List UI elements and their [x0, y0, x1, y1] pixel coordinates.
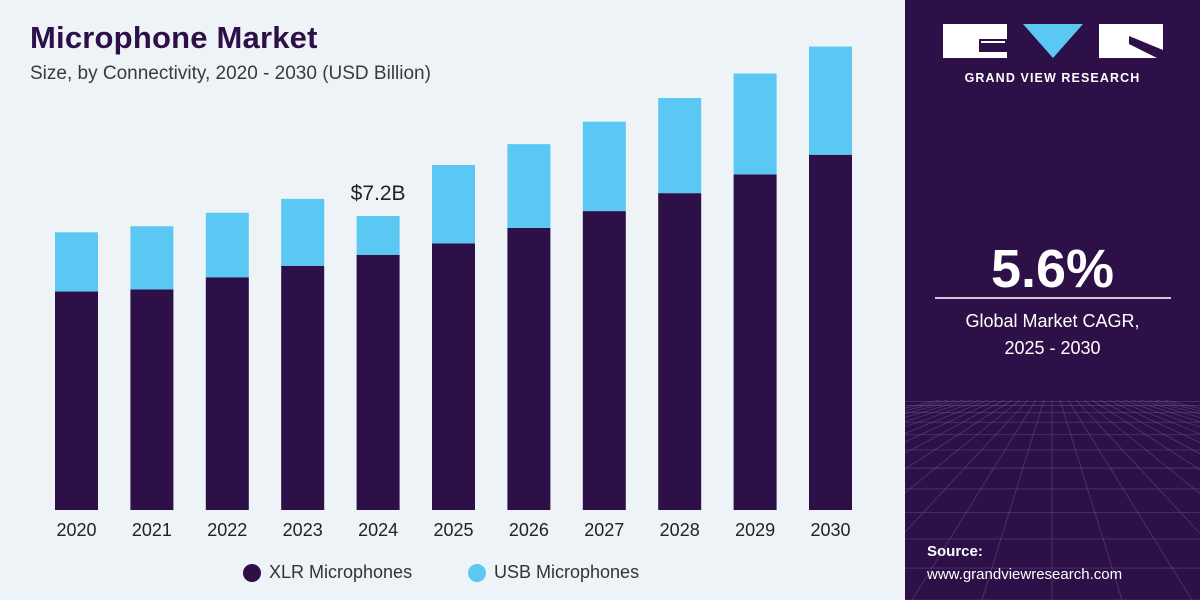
- bar-usb-2024: [356, 216, 400, 255]
- bar-usb-2028: [658, 97, 702, 194]
- chart-title: Microphone Market: [30, 20, 318, 55]
- x-tick-label: 2024: [358, 520, 398, 540]
- legend-label-usb: USB Microphones: [494, 562, 640, 582]
- legend-swatch-xlr: [243, 563, 261, 582]
- x-tick-label: 2027: [584, 520, 624, 540]
- x-tick-label: 2022: [207, 520, 247, 540]
- summary-panel: GRAND VIEW RESEARCH 5.6% Global Market C…: [905, 0, 1200, 600]
- x-tick-label: 2030: [810, 520, 850, 540]
- bar-xlr-2021: [130, 289, 174, 510]
- bar-usb-2025: [432, 164, 475, 244]
- cagr-label: Global Market CAGR, 2025 - 2030: [925, 308, 1180, 362]
- bar-xlr-2029: [733, 174, 777, 510]
- chart-subtitle: Size, by Connectivity, 2020 - 2030 (USD …: [30, 63, 431, 84]
- bar-xlr-2022: [205, 277, 249, 510]
- grand-view-research-logo: [943, 24, 1163, 58]
- perspective-grid-decoration: [905, 399, 1200, 600]
- chart-legend: XLR Microphones USB Microphones: [0, 562, 905, 590]
- divider: [935, 297, 1171, 299]
- bar-usb-2021: [130, 226, 174, 290]
- bar-usb-2027: [582, 121, 626, 212]
- source-link[interactable]: www.grandviewresearch.com: [927, 566, 1123, 583]
- bar-usb-2022: [205, 212, 249, 278]
- bar-xlr-2024: [356, 254, 400, 510]
- bar-usb-2023: [281, 198, 325, 266]
- bar-usb-2020: [55, 232, 98, 292]
- chart-panel: Microphone Market Size, by Connectivity,…: [0, 0, 905, 600]
- bar-xlr-2026: [507, 227, 551, 510]
- legend-item-usb: USB Microphones: [468, 562, 639, 583]
- bar-xlr-2027: [582, 211, 626, 510]
- x-tick-label: 2025: [433, 520, 473, 540]
- x-tick-label: 2021: [132, 520, 172, 540]
- x-tick-label: 2020: [56, 520, 96, 540]
- bar-usb-2029: [733, 73, 777, 175]
- x-tick-label: 2026: [509, 520, 549, 540]
- legend-label-xlr: XLR Microphones: [269, 562, 413, 582]
- bar-usb-2026: [507, 144, 551, 228]
- bar-xlr-2028: [658, 193, 702, 510]
- legend-swatch-usb: [468, 563, 486, 582]
- cagr-label-line1: Global Market CAGR,: [965, 311, 1140, 331]
- bar-xlr-2030: [809, 154, 852, 510]
- bar-xlr-2025: [432, 243, 475, 510]
- source-label: Source:: [927, 543, 983, 560]
- data-label-2024: $7.2B: [351, 182, 406, 205]
- stacked-bar-chart: 2020 2021 2022 2023 2024 2025 2026 2027 2028 2029…: [55, 46, 852, 540]
- bar-xlr-2023: [281, 265, 325, 510]
- legend-item-xlr: XLR Microphones: [243, 562, 412, 583]
- brand-name: GRAND VIEW RESEARCH: [964, 71, 1141, 85]
- bar-usb-2030: [809, 46, 852, 155]
- cagr-label-line2: 2025 - 2030: [1004, 338, 1101, 358]
- bar-xlr-2020: [55, 291, 98, 510]
- x-tick-label: 2028: [660, 520, 700, 540]
- x-tick-label: 2029: [735, 520, 775, 540]
- x-tick-label: 2023: [283, 520, 323, 540]
- cagr-value: 5.6%: [990, 239, 1115, 299]
